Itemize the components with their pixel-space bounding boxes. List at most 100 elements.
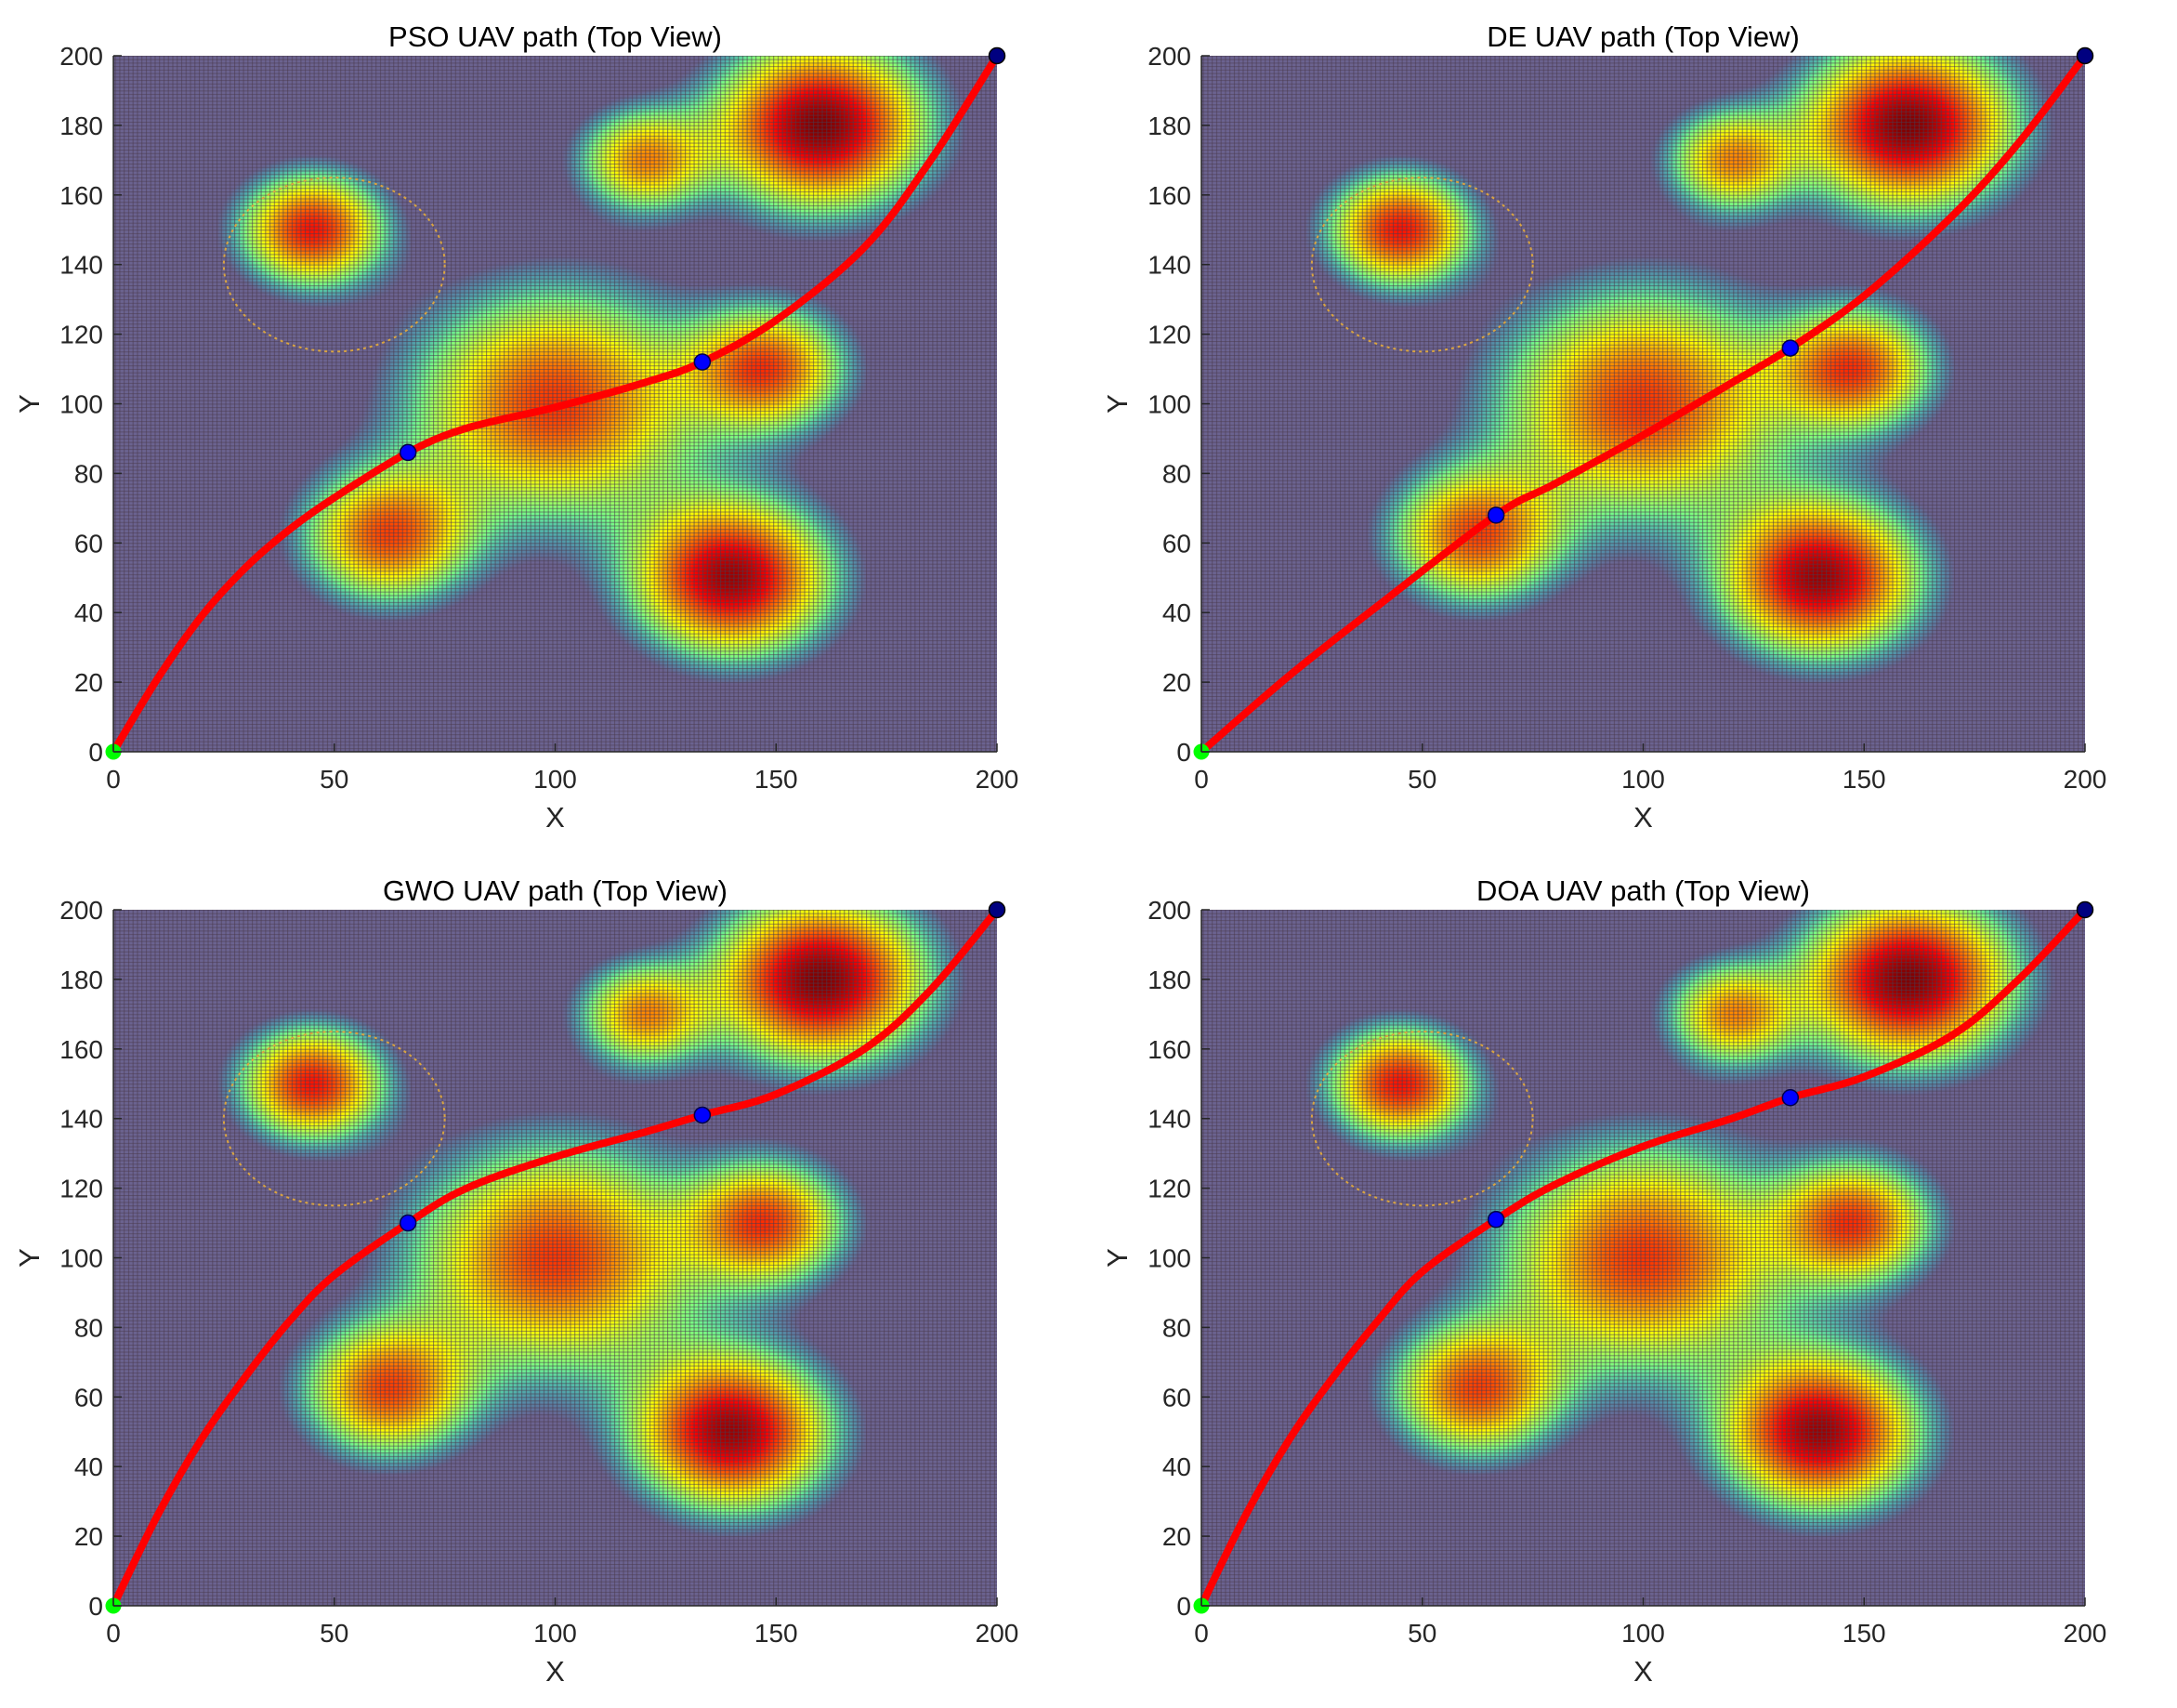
y-tick-label: 120 bbox=[59, 321, 103, 349]
y-axis-label: Y bbox=[1101, 394, 1134, 414]
x-tick-label: 150 bbox=[754, 765, 798, 794]
uav-path-line bbox=[110, 52, 1001, 755]
y-tick-label: 40 bbox=[1162, 598, 1191, 627]
y-tick-label: 200 bbox=[59, 42, 103, 71]
y-tick-label: 100 bbox=[59, 1244, 103, 1273]
y-tick-label: 80 bbox=[74, 1313, 103, 1342]
y-tick-label: 180 bbox=[59, 966, 103, 994]
x-tick-label: 150 bbox=[754, 1619, 798, 1648]
y-tick-label: 20 bbox=[74, 1522, 103, 1551]
y-tick-label: 140 bbox=[59, 1105, 103, 1134]
y-tick-label: 120 bbox=[1148, 321, 1191, 349]
end-point-marker bbox=[988, 900, 1006, 919]
uav-path-line bbox=[1198, 52, 2089, 755]
y-tick-label: 60 bbox=[1162, 529, 1191, 558]
x-tick-label: 0 bbox=[106, 1619, 121, 1648]
chart-title: GWO UAV path (Top View) bbox=[383, 874, 728, 907]
x-tick-label: 0 bbox=[1194, 1619, 1209, 1648]
y-tick-label: 40 bbox=[74, 1452, 103, 1481]
x-tick-label: 0 bbox=[1194, 765, 1209, 794]
y-tick-label: 160 bbox=[1148, 181, 1191, 210]
x-axis-label: X bbox=[1633, 801, 1653, 834]
x-tick-label: 100 bbox=[1621, 1619, 1665, 1648]
end-point-marker bbox=[988, 46, 1006, 65]
x-tick-label: 200 bbox=[2064, 1619, 2107, 1648]
y-axis-label: Y bbox=[13, 394, 46, 414]
y-tick-label: 180 bbox=[1148, 966, 1191, 994]
y-tick-label: 20 bbox=[1162, 668, 1191, 697]
x-tick-label: 50 bbox=[1408, 765, 1436, 794]
chart-title: DE UAV path (Top View) bbox=[1487, 20, 1800, 53]
y-axis-label: Y bbox=[13, 1248, 46, 1268]
y-tick-label: 0 bbox=[1176, 738, 1191, 767]
terrain-mesh bbox=[113, 910, 997, 1606]
y-tick-label: 160 bbox=[59, 181, 103, 210]
x-tick-label: 150 bbox=[1843, 1619, 1886, 1648]
terrain-mesh bbox=[1201, 56, 2085, 752]
y-tick-label: 200 bbox=[1148, 42, 1191, 71]
y-tick-label: 0 bbox=[1176, 1592, 1191, 1621]
y-tick-label: 140 bbox=[1148, 1105, 1191, 1134]
y-tick-label: 200 bbox=[1148, 896, 1191, 925]
y-tick-label: 140 bbox=[59, 251, 103, 280]
waypoint-marker-2 bbox=[693, 1106, 712, 1124]
y-tick-label: 20 bbox=[74, 668, 103, 697]
y-tick-label: 0 bbox=[88, 1592, 103, 1621]
plot-area bbox=[1201, 56, 2085, 752]
waypoint-marker-2 bbox=[1781, 1088, 1800, 1107]
plot-area bbox=[1201, 910, 2085, 1606]
x-tick-label: 100 bbox=[533, 1619, 577, 1648]
y-tick-label: 180 bbox=[59, 112, 103, 140]
x-tick-label: 200 bbox=[976, 765, 1019, 794]
waypoint-marker-2 bbox=[1781, 339, 1800, 357]
x-tick-label: 200 bbox=[2064, 765, 2107, 794]
doa-path-chart: 0 50 100 150 200 0 20 40 60 80 100 120 140 160 180 200 X… bbox=[1101, 874, 2107, 1688]
y-tick-label: 40 bbox=[1162, 1452, 1191, 1481]
y-tick-label: 100 bbox=[1148, 1244, 1191, 1273]
waypoint-marker-1 bbox=[399, 443, 417, 462]
y-tick-label: 120 bbox=[59, 1175, 103, 1203]
x-tick-label: 100 bbox=[1621, 765, 1665, 794]
waypoint-marker-2 bbox=[693, 353, 712, 371]
x-tick-label: 50 bbox=[1408, 1619, 1436, 1648]
uav-path-line bbox=[1198, 906, 2089, 1609]
x-tick-label: 200 bbox=[976, 1619, 1019, 1648]
y-axis-label: Y bbox=[1101, 1248, 1134, 1268]
y-tick-label: 160 bbox=[1148, 1035, 1191, 1064]
y-tick-label: 160 bbox=[59, 1035, 103, 1064]
x-tick-label: 100 bbox=[533, 765, 577, 794]
waypoint-marker-1 bbox=[1487, 1211, 1505, 1228]
y-tick-label: 100 bbox=[59, 390, 103, 419]
x-axis-label: X bbox=[545, 801, 565, 834]
x-axis-label: X bbox=[545, 1655, 565, 1688]
y-tick-label: 140 bbox=[1148, 251, 1191, 280]
x-tick-label: 0 bbox=[106, 765, 121, 794]
y-tick-label: 60 bbox=[74, 529, 103, 558]
y-tick-label: 200 bbox=[59, 896, 103, 925]
end-point-marker bbox=[2076, 46, 2094, 65]
y-tick-label: 60 bbox=[74, 1383, 103, 1412]
uav-path-line bbox=[110, 906, 1001, 1609]
plot-area bbox=[113, 910, 997, 1606]
y-tick-label: 80 bbox=[1162, 1313, 1191, 1342]
chart-title: DOA UAV path (Top View) bbox=[1476, 874, 1810, 907]
terrain-mesh bbox=[1201, 910, 2085, 1606]
x-tick-label: 50 bbox=[320, 765, 348, 794]
de-path-chart: 0 50 100 150 200 0 20 40 60 80 100 120 140 160 180 200 X… bbox=[1101, 20, 2107, 834]
chart-title: PSO UAV path (Top View) bbox=[388, 20, 722, 53]
y-tick-label: 120 bbox=[1148, 1175, 1191, 1203]
y-tick-label: 20 bbox=[1162, 1522, 1191, 1551]
y-tick-label: 0 bbox=[88, 738, 103, 767]
y-tick-label: 80 bbox=[74, 459, 103, 488]
gwo-path-chart: 0 50 100 150 200 0 20 40 60 80 100 120 140 160 180 200 X… bbox=[13, 874, 1019, 1688]
pso-path-chart: 0 50 100 150 200 0 20 40 60 80 100 120 140 160 180 200 X… bbox=[13, 20, 1019, 834]
x-axis-label: X bbox=[1633, 1655, 1653, 1688]
end-point-marker bbox=[2076, 900, 2094, 919]
y-tick-label: 80 bbox=[1162, 459, 1191, 488]
waypoint-marker-1 bbox=[399, 1214, 417, 1232]
y-tick-label: 100 bbox=[1148, 390, 1191, 419]
threat-zone-circle bbox=[222, 177, 446, 353]
y-tick-label: 180 bbox=[1148, 112, 1191, 140]
waypoint-marker-1 bbox=[1487, 506, 1505, 524]
